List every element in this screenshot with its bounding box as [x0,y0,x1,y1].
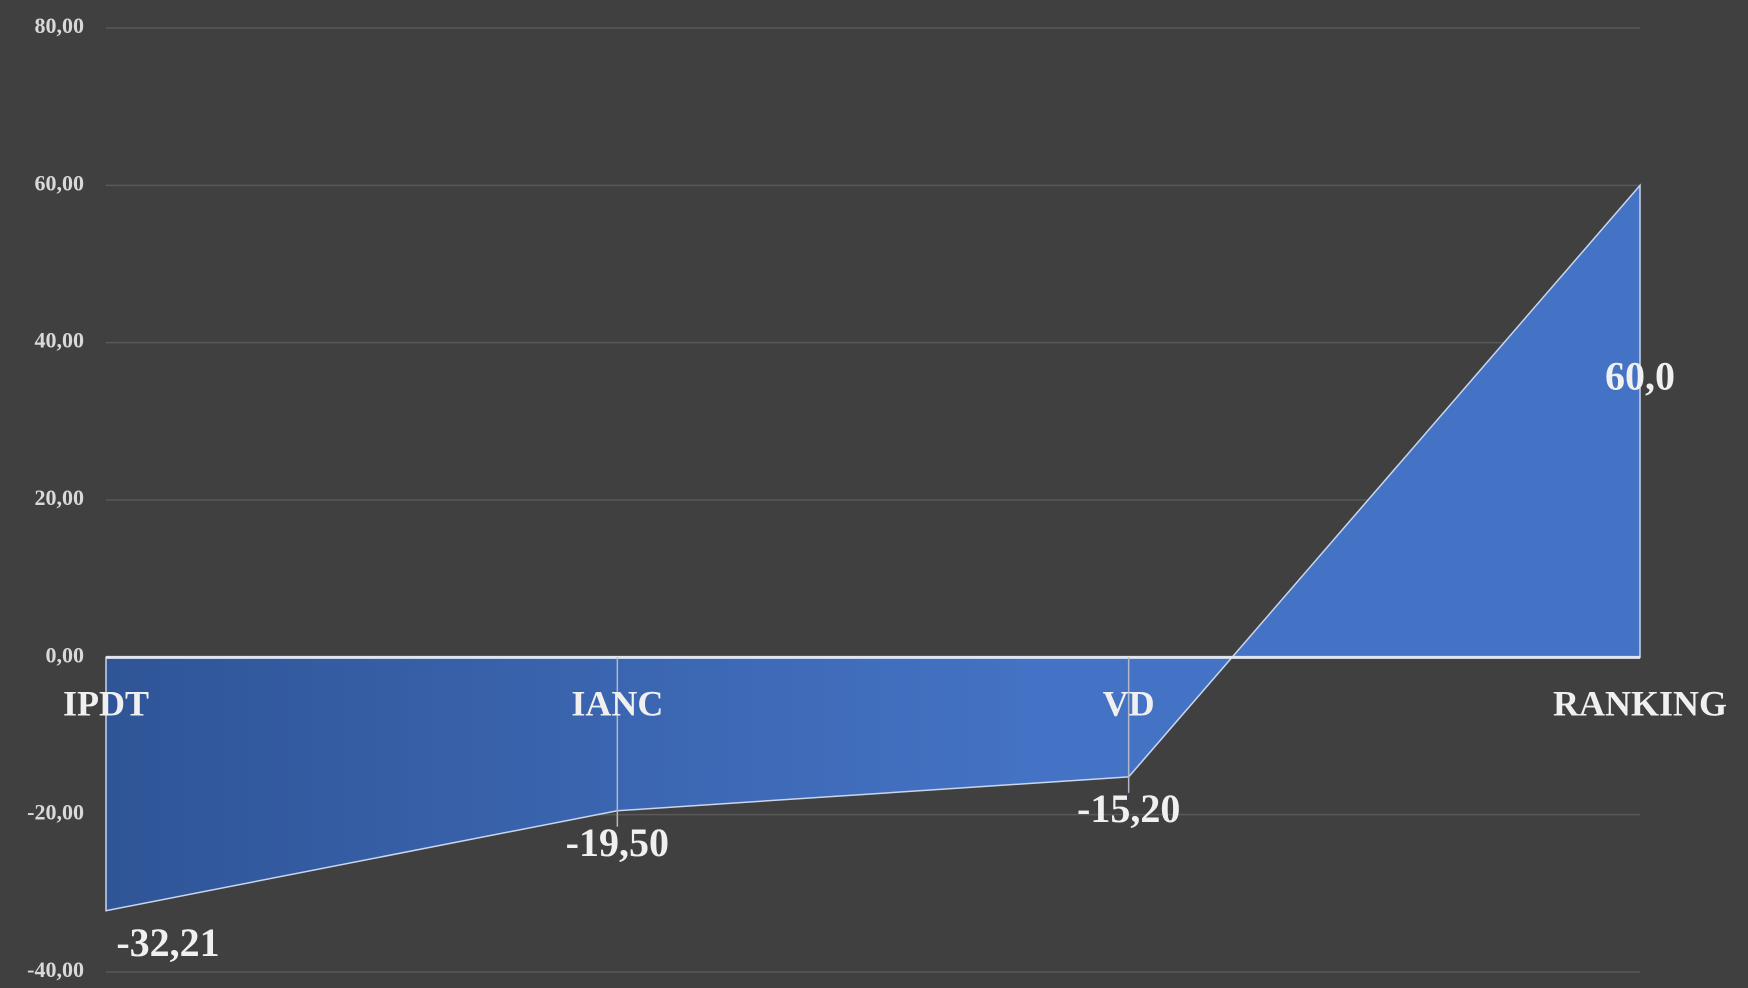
y-tick-label: -20,00 [27,800,84,825]
x-tick-label: RANKING [1553,684,1727,724]
y-tick-label: 20,00 [35,485,85,510]
x-tick-label: VD [1103,684,1155,724]
area [105,183,1641,912]
data-label: -19,50 [566,820,669,865]
data-label: -32,21 [116,920,219,965]
x-tick-label: IPDT [63,684,149,724]
y-tick-label: 0,00 [46,642,85,667]
data-label: -15,20 [1077,786,1180,831]
y-tick-label: 60,00 [35,170,85,195]
x-tick-label: IANC [571,684,663,724]
y-tick-label: -40,00 [27,957,84,982]
data-label: 60,0 [1605,354,1675,399]
y-tick-label: 40,00 [35,328,85,353]
y-tick-label: 80,00 [35,13,85,38]
